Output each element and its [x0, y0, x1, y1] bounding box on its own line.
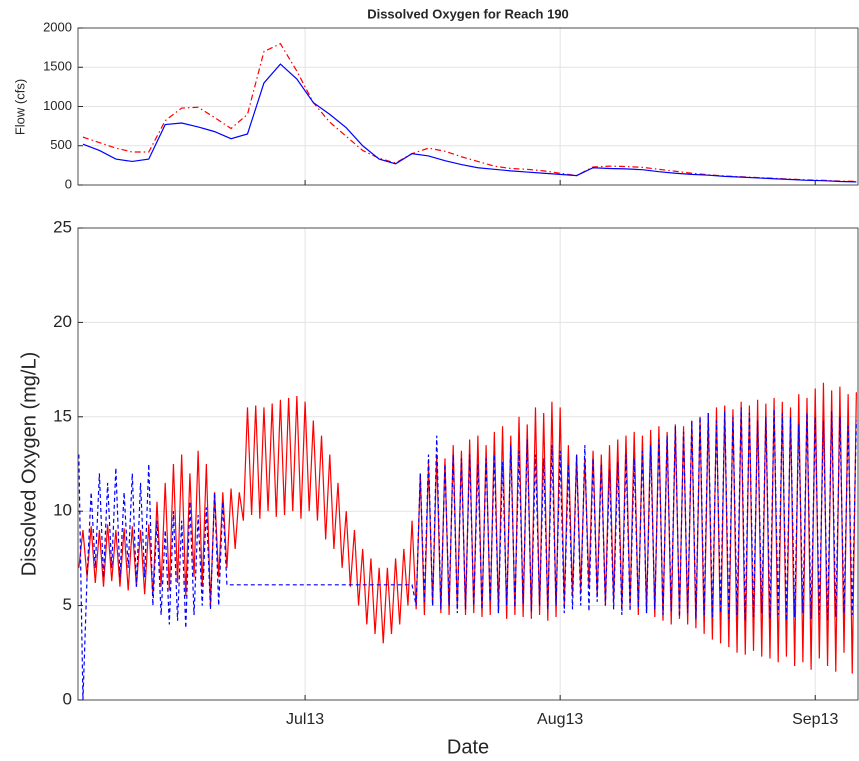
x-tick-label: Aug13 [537, 711, 583, 728]
y-tick-label: 20 [53, 312, 72, 331]
y-tick-label: 1500 [43, 59, 72, 74]
data-line [78, 407, 857, 700]
x-tick-label: Jul13 [286, 711, 324, 728]
y-tick-label: 25 [53, 217, 72, 236]
y-axis-label: Flow (cfs) [12, 79, 27, 135]
axes-frame [77, 27, 859, 186]
y-tick-label: 2000 [43, 19, 72, 34]
y-tick-label: 500 [50, 137, 72, 152]
data-line [82, 63, 857, 183]
y-tick-label: 0 [65, 176, 72, 191]
axes-frame [77, 227, 859, 701]
y-tick-label: 5 [63, 595, 72, 614]
y-axis-label: Dissolved Oxygen (mg/L) [18, 352, 40, 577]
y-tick-label: 10 [53, 501, 72, 520]
x-tick-label: Sep13 [792, 711, 838, 728]
chart-title: Dissolved Oxygen for Reach 190 [367, 6, 569, 21]
y-tick-label: 1000 [43, 98, 72, 113]
x-axis-label: Date [447, 736, 489, 758]
y-tick-label: 0 [63, 689, 72, 708]
y-tick-label: 15 [53, 406, 72, 425]
plot-area [78, 228, 858, 700]
